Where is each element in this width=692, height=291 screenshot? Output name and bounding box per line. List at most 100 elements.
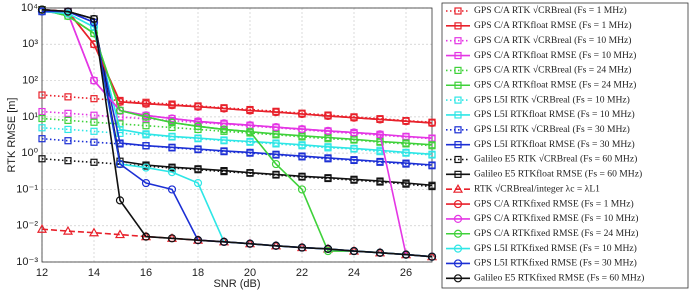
marker <box>193 178 203 188</box>
x-tick-label: 12 <box>36 267 48 279</box>
y-tick-label: 10⁻² <box>16 220 38 232</box>
legend-label: GPS C/A RTK √CRBreal (Fs = 10 MHz) <box>474 35 631 46</box>
legend-label: Galileo E5 RTKfixed RMSE (Fs = 60 MHz) <box>474 273 644 284</box>
marker <box>324 174 332 182</box>
x-tick-label: 26 <box>400 267 412 279</box>
marker <box>298 172 306 180</box>
series-line <box>41 8 433 258</box>
marker <box>64 116 72 124</box>
marker <box>168 132 176 140</box>
marker <box>454 51 462 60</box>
y-tick-label: 10⁻³ <box>16 256 38 268</box>
marker <box>115 106 125 115</box>
legend-label: GPS C/A RTKfloat RMSE (Fs = 10 MHz) <box>474 50 636 61</box>
marker <box>246 137 254 146</box>
marker <box>349 113 359 122</box>
marker <box>62 225 74 235</box>
marker <box>349 246 359 256</box>
marker <box>246 169 254 177</box>
marker <box>453 259 463 268</box>
marker <box>193 236 203 245</box>
marker <box>219 104 229 113</box>
marker <box>194 165 202 173</box>
x-tick-label: 22 <box>296 267 308 279</box>
marker <box>167 118 177 127</box>
marker <box>402 148 410 156</box>
series-line <box>41 110 433 140</box>
y-tick-label: 10⁻¹ <box>16 183 38 195</box>
marker <box>454 81 462 89</box>
marker <box>402 139 410 147</box>
marker <box>141 163 151 172</box>
marker <box>297 109 307 119</box>
marker <box>272 150 280 158</box>
marker <box>64 93 72 101</box>
legend-label: GPS C/A RTKfixed RMSE (Fs = 1 MHz) <box>474 198 634 209</box>
legend-label: GPS C/A RTKfixed RMSE (Fs = 24 MHz) <box>474 228 638 239</box>
marker <box>220 136 228 144</box>
marker <box>89 76 99 85</box>
marker <box>246 148 254 156</box>
y-tick-label: 10⁰ <box>21 147 38 159</box>
marker <box>427 252 437 261</box>
marker <box>454 155 462 164</box>
marker <box>142 122 150 130</box>
marker <box>428 181 436 189</box>
marker <box>376 157 384 166</box>
marker <box>38 114 46 123</box>
axes: RTK RMSE [m] SNR (dB) 10⁻³ 10⁻² 10⁻¹ 10⁰ 10¹… <box>6 2 412 290</box>
marker <box>168 143 176 151</box>
y-tick-label: 10² <box>22 74 38 86</box>
marker <box>194 145 202 153</box>
marker <box>350 144 358 153</box>
marker <box>453 214 463 223</box>
marker <box>298 152 306 160</box>
series-line <box>41 158 433 188</box>
marker <box>116 129 124 138</box>
marker <box>271 241 281 250</box>
legend-label: Galileo E5 RTK √CRBreal (Fs = 60 MHz) <box>474 154 637 165</box>
marker <box>64 125 72 134</box>
y-tick-label: 10⁴ <box>21 2 38 14</box>
y-tick-label: 10³ <box>22 38 38 50</box>
marker <box>38 91 46 99</box>
legend-label: GPS L5I RTKfloat RMSE (Fs = 10 MHz) <box>474 109 635 120</box>
marker <box>350 156 358 164</box>
marker <box>245 239 255 248</box>
legend-box <box>441 2 689 289</box>
marker <box>454 170 462 178</box>
marker <box>375 248 385 257</box>
marker <box>38 155 46 163</box>
marker <box>454 7 462 15</box>
marker <box>63 7 73 16</box>
series-line <box>41 8 433 187</box>
x-tick-label: 20 <box>244 267 256 279</box>
marker <box>454 111 462 119</box>
marker <box>141 99 151 108</box>
marker <box>141 178 151 188</box>
marker <box>402 159 410 167</box>
marker <box>376 137 384 146</box>
series-line <box>41 10 433 156</box>
marker <box>402 179 410 187</box>
marker <box>167 168 177 177</box>
marker <box>376 177 384 185</box>
legend-label: GPS L5I RTK √CRBreal (Fs = 10 MHz) <box>474 94 630 105</box>
series-line <box>41 117 433 147</box>
y-tick-label: 10¹ <box>22 111 38 123</box>
marker <box>324 143 332 151</box>
marker <box>142 130 150 138</box>
marker <box>298 141 306 149</box>
marker <box>220 147 228 155</box>
marker <box>454 126 462 134</box>
marker <box>323 111 333 121</box>
marker <box>193 102 203 111</box>
marker <box>142 142 150 150</box>
marker <box>375 130 385 139</box>
marker <box>428 141 436 149</box>
marker <box>90 118 98 126</box>
marker <box>90 127 98 135</box>
marker <box>88 227 100 237</box>
marker <box>90 95 98 103</box>
marker <box>64 157 72 165</box>
